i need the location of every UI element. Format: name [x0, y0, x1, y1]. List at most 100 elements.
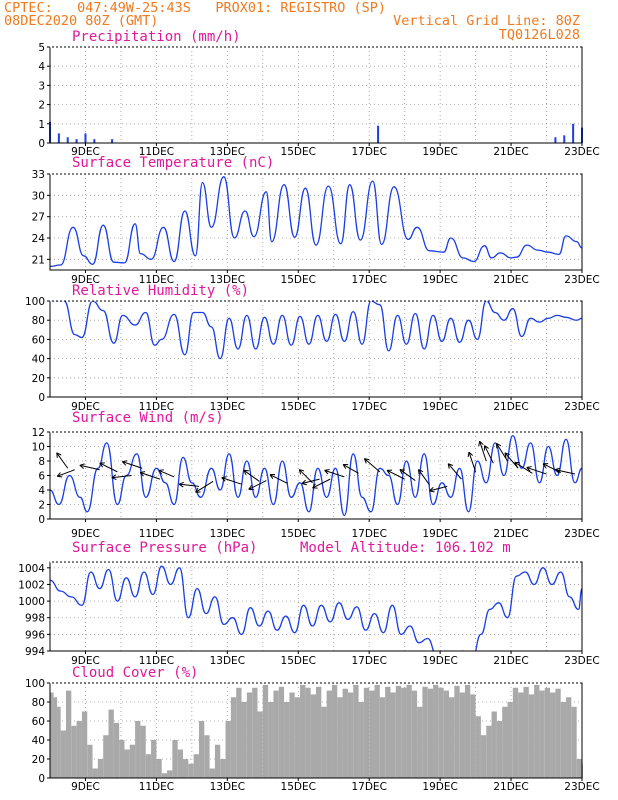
wind-arrow — [504, 452, 519, 469]
cloud-bar — [92, 768, 98, 778]
x-tick-label: 13DEC — [210, 401, 245, 413]
y-tick-label: 21 — [32, 254, 45, 266]
y-tick-label: 8 — [38, 456, 45, 468]
cloud-bar — [427, 688, 434, 778]
cloud-bar — [284, 702, 290, 778]
y-tick-label: 80 — [32, 697, 45, 709]
x-tick-label: 11DEC — [139, 528, 174, 540]
temp-series-line — [50, 176, 582, 268]
cloud-bar — [257, 711, 263, 778]
y-tick-label: 2 — [38, 500, 45, 512]
cloud-bar — [241, 702, 247, 778]
y-tick-label: 20 — [32, 373, 45, 385]
x-tick-label: 9DEC — [71, 146, 100, 158]
wind-arrow — [111, 475, 132, 479]
cloud-bar — [544, 687, 551, 778]
y-tick-label: 998 — [25, 613, 45, 625]
plot-frame — [49, 46, 583, 144]
cloud-bar — [113, 722, 120, 778]
cloud-bar — [331, 684, 338, 778]
cloud-bar — [406, 684, 412, 778]
x-tick-label: 23DEC — [564, 146, 599, 158]
cloud-bar — [140, 725, 146, 778]
panel-temp: 21 24 27 30 33 9DEC 11DEC 13DEC 15DEC 17DEC 19DEC 2… — [32, 155, 600, 286]
cloud-bar — [363, 687, 370, 778]
cloud-bar — [347, 692, 354, 778]
cloud-bar — [433, 684, 439, 778]
x-tick-label: 15DEC — [281, 274, 316, 286]
cloud-bar — [480, 735, 487, 778]
wind-arrow — [484, 445, 494, 464]
x-tick-label: 15DEC — [281, 528, 316, 540]
x-tick-label: 15DEC — [281, 781, 316, 793]
wind-arrow — [418, 469, 430, 486]
cloud-bar — [566, 697, 572, 778]
cloud-title: Cloud Cover (%) — [72, 665, 198, 681]
y-tick-label: 0 — [38, 773, 45, 785]
y-tick-label: 27 — [32, 212, 45, 224]
x-tick-label: 23DEC — [564, 401, 599, 413]
cloud-bar — [225, 721, 231, 778]
y-tick-label: 1 — [38, 119, 45, 131]
x-tick-label: 23DEC — [564, 528, 599, 540]
cloud-bar — [395, 685, 402, 778]
wind-arrow — [554, 469, 576, 475]
x-tick-label: 11DEC — [139, 274, 174, 286]
y-tick-label: 4 — [38, 61, 45, 73]
wind-arrow — [342, 464, 359, 474]
panel-press: 994 996 998 1000 1002 1004 9DEC 11DEC 13DEC 15DEC… — [18, 540, 599, 667]
cloud-bar — [124, 749, 130, 778]
y-tick-label: 0 — [38, 138, 45, 150]
cloud-bar — [188, 763, 194, 778]
cloud-bar — [289, 692, 295, 778]
cloud-bar — [300, 684, 306, 778]
rh-title: Relative Humidity (%) — [72, 283, 249, 299]
y-tick-label: 1000 — [18, 596, 45, 608]
precip-bar — [57, 133, 60, 143]
x-tick-label: 19DEC — [422, 146, 457, 158]
x-tick-label: 13DEC — [210, 528, 245, 540]
wind-arrow — [179, 483, 200, 487]
wind-title: Surface Wind (m/s) — [72, 410, 224, 426]
cloud-bar — [119, 740, 125, 778]
y-tick-label: 100 — [25, 678, 45, 690]
x-tick-label: 9DEC — [71, 401, 100, 413]
header-vertical-grid: Vertical Grid Line: 80Z — [393, 13, 580, 29]
wind-arrow — [364, 458, 381, 473]
y-tick-label: 12 — [32, 427, 45, 439]
wind-arrow — [79, 464, 100, 471]
cloud-bar — [443, 690, 449, 778]
cloud-bar — [262, 684, 269, 778]
wind-arrow — [139, 472, 161, 480]
x-tick-label: 19DEC — [422, 655, 457, 667]
cloud-bar — [214, 744, 221, 778]
y-tick-label: 80 — [32, 315, 45, 327]
y-tick-label: 1002 — [18, 579, 45, 591]
x-tick-label: 23DEC — [564, 274, 599, 286]
cloud-bar — [198, 721, 205, 778]
wind-arrow — [399, 469, 416, 481]
cloud-bar — [534, 684, 540, 778]
panel-cloud: 0 20 40 60 80 100 9DEC 11DEC 13DEC 15DEC 17DEC 19DE… — [25, 665, 600, 793]
header-location: CPTEC: 047:49W-25:43S PROX01: REGISTRO (… — [4, 0, 387, 16]
cloud-bar — [449, 697, 455, 778]
cloud-bar — [576, 759, 582, 778]
cloud-bar — [230, 697, 237, 778]
cloud-bar — [151, 740, 157, 778]
wind-arrow — [99, 462, 118, 473]
wind-arrow — [248, 480, 267, 490]
cloud-bar — [512, 687, 519, 778]
y-tick-label: 24 — [32, 233, 46, 245]
x-tick-label: 19DEC — [422, 274, 457, 286]
panel-rh: 0 20 40 60 80 100 9DEC 11DEC 13DEC 15DEC 17DEC 19DE… — [25, 283, 600, 413]
y-tick-label: 3 — [38, 80, 45, 92]
precip-bar — [111, 139, 114, 143]
x-tick-label: 19DEC — [422, 528, 457, 540]
cloud-bar — [502, 706, 508, 778]
x-tick-label: 13DEC — [210, 655, 245, 667]
precip-bar — [377, 125, 380, 143]
x-tick-label: 17DEC — [351, 401, 386, 413]
y-tick-label: 30 — [32, 190, 45, 202]
cloud-bar — [167, 770, 173, 778]
x-tick-label: 21DEC — [493, 655, 528, 667]
